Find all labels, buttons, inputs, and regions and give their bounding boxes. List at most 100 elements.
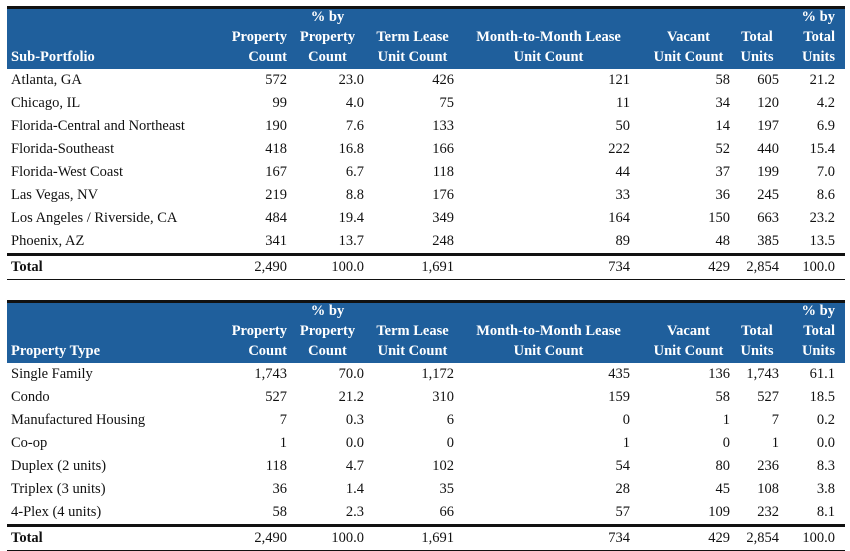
- table-cell: 48: [715, 233, 731, 249]
- table-cell: 21.2: [338, 389, 364, 405]
- row-label: Florida-West Coast: [11, 164, 123, 180]
- table-header: Property Type Property Count % by Property…: [7, 300, 845, 363]
- total-cell: 100.0: [802, 259, 835, 275]
- row-label: Los Angeles / Riverside, CA: [11, 210, 178, 226]
- row-label: Duplex (2 units): [11, 458, 107, 474]
- table-cell: 61.1: [809, 366, 835, 382]
- table-cell: 1,743: [254, 366, 287, 382]
- table-row: Manufactured Housing 7 0.3 6 0 1 7 0.2: [7, 409, 845, 432]
- table-cell: 33: [615, 187, 631, 203]
- total-label: Total: [11, 530, 43, 546]
- table-cell: 1,743: [746, 366, 779, 382]
- table-cell: 121: [608, 72, 630, 88]
- table-cell: 54: [615, 458, 631, 474]
- table-cell: 435: [608, 366, 630, 382]
- row-label: Chicago, IL: [11, 95, 81, 111]
- table-cell: 133: [432, 118, 454, 134]
- table-cell: 58: [715, 72, 731, 88]
- column-header: Property Type: [11, 343, 101, 359]
- table-cell: 0.2: [816, 412, 835, 428]
- table-cell: 37: [715, 164, 731, 180]
- table-cell: 36: [272, 481, 288, 497]
- table-cell: 118: [265, 458, 287, 474]
- table-cell: 605: [757, 72, 779, 88]
- table-row: Co-op 1 0.0 0 1 0 1 0.0: [7, 432, 845, 455]
- column-header: % by Total Units: [801, 303, 835, 359]
- total-cell: 1,691: [421, 259, 454, 275]
- table-row: Atlanta, GA 572 23.0 426 121 58 605 21.2: [7, 69, 845, 92]
- table-cell: 66: [439, 504, 455, 520]
- table-row: Florida-Southeast 418 16.8 166 222 52 440 15.4: [7, 138, 845, 161]
- table-cell: 35: [439, 481, 455, 497]
- table-row: Phoenix, AZ 341 13.7 248 89 48 385 13.5: [7, 230, 845, 253]
- table-cell: 45: [715, 481, 731, 497]
- table-cell: 50: [615, 118, 631, 134]
- table-row: Single Family 1,743 70.0 1,172 435 136 1,743 61…: [7, 363, 845, 386]
- column-header: % by Total Units: [801, 9, 835, 65]
- total-cell: 100.0: [331, 259, 364, 275]
- table-cell: 58: [272, 504, 288, 520]
- table-cell: 109: [708, 504, 730, 520]
- total-cell: 429: [708, 259, 730, 275]
- column-header: Vacant Unit Count: [653, 323, 724, 359]
- total-cell: 2,854: [746, 530, 779, 546]
- table-cell: 2.3: [345, 504, 364, 520]
- column-header: Total Units: [740, 29, 774, 65]
- column-header: % by Property Count: [299, 9, 356, 65]
- row-label: 4-Plex (4 units): [11, 504, 102, 520]
- table-row: 4-Plex (4 units) 58 2.3 66 57 109 232 8.1: [7, 501, 845, 524]
- table-cell: 199: [757, 164, 779, 180]
- table-cell: 236: [757, 458, 779, 474]
- total-cell: 1,691: [421, 530, 454, 546]
- table-cell: 484: [265, 210, 287, 226]
- table-cell: 11: [616, 95, 630, 111]
- table-cell: 341: [265, 233, 287, 249]
- table-cell: 527: [265, 389, 287, 405]
- table-cell: 23.0: [338, 72, 364, 88]
- row-label: Atlanta, GA: [11, 72, 82, 88]
- table-row: Las Vegas, NV 219 8.8 176 33 36 245 8.6: [7, 184, 845, 207]
- table-cell: 7: [771, 412, 779, 428]
- table-cell: 1.4: [345, 481, 364, 497]
- table-cell: 18.5: [809, 389, 835, 405]
- table-cell: 176: [432, 187, 454, 203]
- table-cell: 15.4: [809, 141, 835, 157]
- row-label: Single Family: [11, 366, 93, 382]
- table-cell: 108: [757, 481, 779, 497]
- table-cell: 418: [265, 141, 287, 157]
- table-cell: 89: [615, 233, 631, 249]
- table-cell: 16.8: [338, 141, 364, 157]
- table-cell: 232: [757, 504, 779, 520]
- table-cell: 385: [757, 233, 779, 249]
- table-cell: 527: [757, 389, 779, 405]
- table-cell: 70.0: [338, 366, 364, 382]
- table-cell: 28: [615, 481, 631, 497]
- table-cell: 13.5: [809, 233, 835, 249]
- table-cell: 120: [757, 95, 779, 111]
- total-cell: 734: [608, 530, 630, 546]
- column-header: Month-to-Month Lease Unit Count: [476, 323, 621, 359]
- total-label: Total: [11, 259, 43, 275]
- table-cell: 0: [446, 435, 454, 451]
- table-cell: 6.9: [816, 118, 835, 134]
- table-row: Chicago, IL 99 4.0 75 11 34 120 4.2: [7, 92, 845, 115]
- total-row: Total 2,490 100.0 1,691 734 429 2,854 100.0: [7, 253, 845, 280]
- table-cell: 1: [771, 435, 779, 451]
- table-cell: 440: [757, 141, 779, 157]
- table-cell: 167: [265, 164, 287, 180]
- column-header: Property Count: [231, 323, 287, 359]
- column-header: Total Units: [740, 323, 774, 359]
- table-cell: 166: [432, 141, 454, 157]
- table-header: Sub-Portfolio Property Count % by Property…: [7, 6, 845, 69]
- table-cell: 8.8: [345, 187, 364, 203]
- table-cell: 58: [715, 389, 731, 405]
- column-header: Term Lease Unit Count: [376, 323, 449, 359]
- table-cell: 136: [708, 366, 730, 382]
- table-row: Condo 527 21.2 310 159 58 527 18.5: [7, 386, 845, 409]
- table-cell: 75: [439, 95, 455, 111]
- table-cell: 23.2: [809, 210, 835, 226]
- table-cell: 663: [757, 210, 779, 226]
- table-cell: 14: [715, 118, 731, 134]
- table-cell: 1: [279, 435, 287, 451]
- table-cell: 248: [432, 233, 454, 249]
